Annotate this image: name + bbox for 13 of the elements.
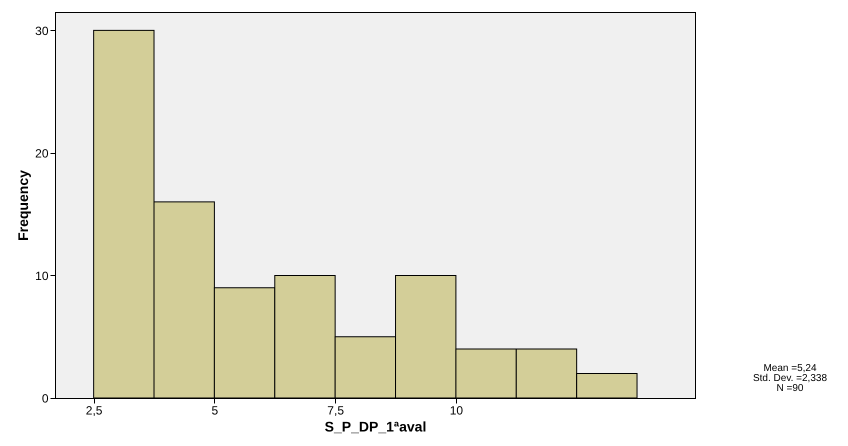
x-tick-label: 2,5	[86, 404, 103, 418]
text: Std. Dev. =2,338	[752, 373, 828, 384]
text: Mean =5,24	[763, 363, 817, 374]
y-tick-label: 20	[35, 146, 49, 160]
y-tick-label: 30	[35, 24, 49, 38]
x-axis-title: S_P_DP_1ªaval	[324, 418, 426, 434]
x-tick-label: 10	[450, 404, 464, 418]
text: N =90	[776, 383, 804, 394]
y-axis-title: Frequency	[15, 170, 32, 241]
x-tick-label: 5	[212, 404, 219, 418]
y-tick-label: 0	[42, 392, 49, 406]
x-tick-label: 7,5	[327, 404, 344, 418]
y-tick-label: 10	[35, 268, 49, 283]
